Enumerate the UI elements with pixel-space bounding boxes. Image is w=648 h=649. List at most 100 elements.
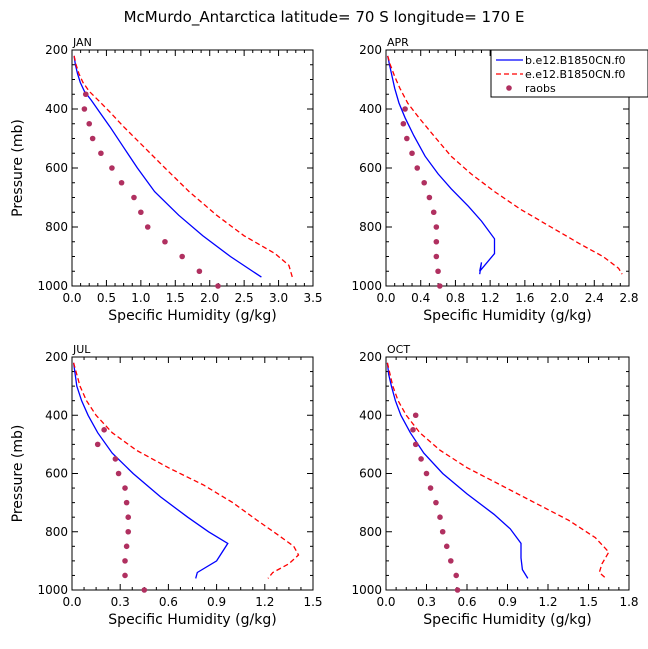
series-line-e — [387, 55, 623, 275]
x-tick-label: 2.5 — [235, 291, 254, 305]
y-tick-label: 400 — [359, 102, 382, 116]
panel-title: APR — [387, 36, 409, 49]
raobs-point — [162, 238, 168, 245]
raobs-point — [409, 150, 415, 157]
raobs-point — [89, 135, 96, 142]
legend-label: b.e12.B1850CN.f0 — [525, 54, 626, 67]
raobs-point — [423, 470, 430, 477]
raobs-point — [112, 456, 119, 462]
x-tick-label: 3.0 — [269, 291, 288, 305]
raobs-point — [118, 179, 125, 186]
raobs-point — [109, 165, 115, 171]
raobs-point — [125, 528, 132, 535]
x-tick-label: 0.6 — [457, 595, 476, 609]
raobs-point — [123, 499, 130, 506]
raobs-point — [448, 558, 454, 564]
y-tick-label: 200 — [359, 43, 382, 57]
raobs-point — [412, 412, 419, 419]
y-tick-label: 200 — [359, 350, 382, 364]
x-tick-label: 0.4 — [411, 291, 430, 305]
x-tick-label: 1.5 — [303, 595, 322, 609]
plot-frame — [385, 356, 630, 591]
y-tick-label: 600 — [359, 161, 382, 175]
x-tick-label: 2.0 — [200, 291, 219, 305]
raobs-point — [437, 514, 443, 520]
raobs-point — [179, 253, 185, 260]
raobs-point — [101, 427, 107, 433]
x-axis-label: Specific Humidity (g/kg) — [108, 308, 276, 324]
series-line-e — [72, 362, 300, 579]
raobs-point — [125, 514, 132, 520]
x-tick-label: 1.8 — [619, 595, 638, 609]
raobs-point — [122, 485, 128, 491]
raobs-point — [122, 558, 128, 564]
raobs-point — [433, 224, 440, 230]
series-line-b — [72, 362, 229, 579]
series-line-b — [386, 362, 529, 579]
raobs-point — [433, 238, 440, 245]
raobs-point — [138, 209, 144, 216]
y-tick-label: 1000 — [37, 583, 68, 597]
y-tick-label: 400 — [45, 102, 68, 116]
x-tick-label: 0.9 — [207, 595, 226, 609]
x-tick-label: 0.6 — [159, 595, 178, 609]
y-tick-label: 800 — [359, 220, 382, 234]
panel-jul: JUL 0.0 0.3 0.6 0.9 1.2 1.5 200 400 600 800 1000 Spe… — [10, 343, 323, 628]
raobs-point — [439, 528, 446, 535]
series-line-e — [386, 362, 610, 579]
raobs-point — [454, 587, 461, 593]
raobs-point — [94, 441, 101, 448]
raobs-point — [81, 106, 88, 112]
x-tick-label: 3.5 — [303, 291, 322, 305]
raobs-point — [400, 120, 407, 127]
x-axis-label: Specific Humidity (g/kg) — [423, 612, 591, 628]
figure-title: McMurdo_Antarctica latitude= 70 S longit… — [124, 8, 525, 27]
x-tick-label: 1.2 — [481, 291, 500, 305]
raobs-point — [404, 135, 410, 142]
x-tick-label: 0.0 — [376, 595, 395, 609]
y-tick-label: 1000 — [37, 279, 68, 293]
raobs-point — [437, 283, 443, 289]
plot-frame — [71, 49, 314, 287]
x-axis-label: Specific Humidity (g/kg) — [423, 308, 591, 324]
raobs-point — [418, 456, 424, 462]
series-line-b — [73, 55, 262, 278]
raobs-point — [144, 224, 151, 230]
y-tick-label: 600 — [45, 467, 68, 481]
plot-frame — [71, 356, 314, 591]
legend-marker — [506, 85, 512, 91]
legend-label: raobs — [525, 82, 556, 95]
y-tick-label: 400 — [359, 408, 382, 422]
y-tick-label: 200 — [45, 43, 68, 57]
x-tick-label: 1.0 — [131, 291, 150, 305]
panel-title: OCT — [387, 343, 410, 356]
raobs-point — [433, 253, 440, 260]
raobs-point — [115, 470, 122, 477]
x-tick-label: 2.8 — [619, 291, 638, 305]
raobs-point — [402, 106, 408, 112]
x-tick-label: 0.9 — [498, 595, 517, 609]
raobs-point — [414, 165, 421, 171]
legend-box — [490, 49, 648, 98]
series-line-e — [73, 55, 293, 278]
y-tick-label: 1000 — [351, 279, 382, 293]
raobs-point — [122, 572, 128, 579]
raobs-point — [421, 179, 427, 186]
x-tick-label: 0.0 — [62, 595, 81, 609]
raobs-point — [433, 499, 439, 506]
raobs-point — [435, 268, 441, 275]
raobs-point — [141, 587, 148, 593]
raobs-point — [426, 194, 433, 201]
panel-jan: JAN 0.0 0.5 1.0 1.5 2.0 2.5 3.0 3.5 200 400 600 800 1… — [10, 36, 323, 324]
panel-title: JUL — [72, 343, 91, 356]
x-tick-label: 2.4 — [585, 291, 604, 305]
x-tick-label: 1.2 — [255, 595, 274, 609]
y-tick-label: 800 — [45, 525, 68, 539]
x-tick-label: 0.0 — [62, 291, 81, 305]
y-tick-label: 600 — [45, 161, 68, 175]
x-tick-label: 0.3 — [417, 595, 436, 609]
raobs-point — [82, 91, 89, 98]
x-tick-label: 1.2 — [538, 595, 557, 609]
